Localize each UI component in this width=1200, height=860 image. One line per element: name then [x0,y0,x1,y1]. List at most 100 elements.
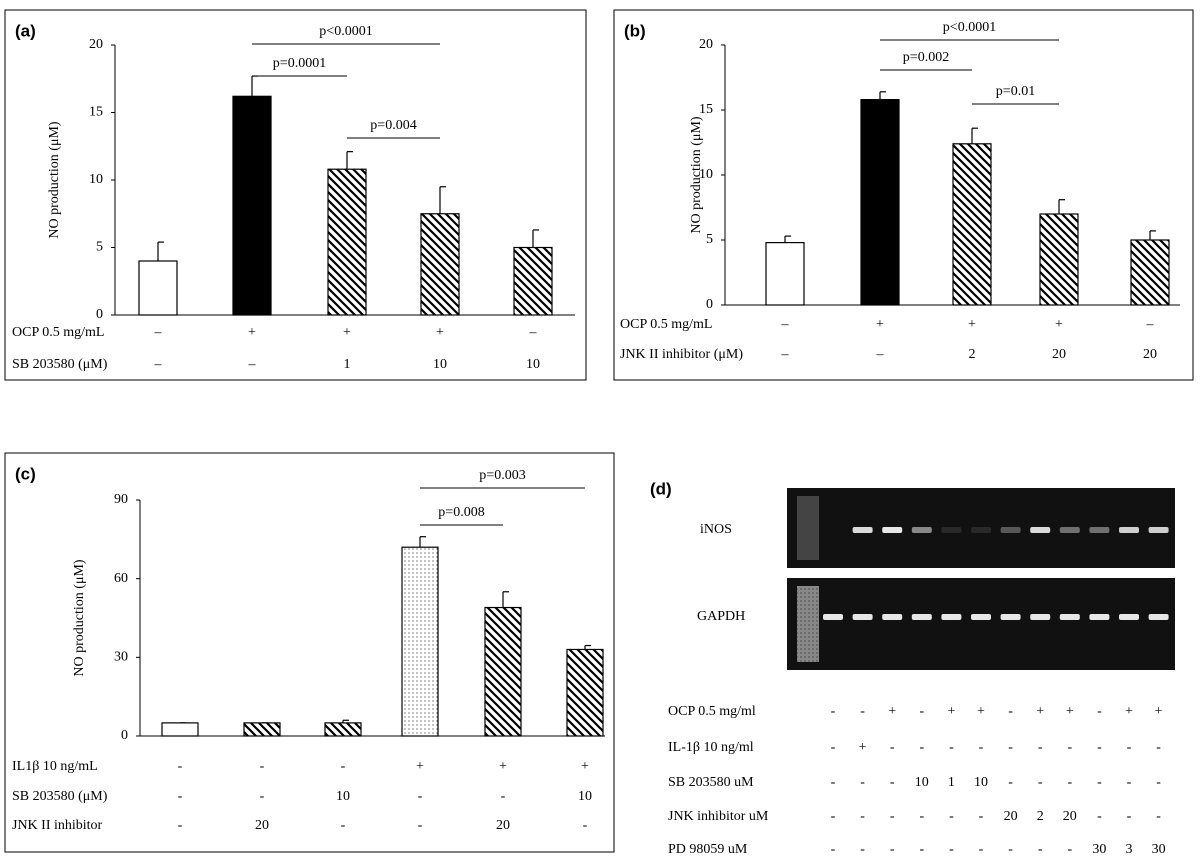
gel-band [823,614,843,620]
y-tick-label: 0 [706,297,713,312]
condition-value: 20 [1063,809,1077,824]
condition-label: IL-1β 10 ng/ml [668,740,754,755]
condition-value: – [781,347,790,362]
condition-value: - [341,818,346,833]
condition-value: + [499,759,507,774]
y-tick-label: 15 [699,102,713,117]
bar [420,213,460,316]
y-tick-label: 20 [89,37,103,52]
condition-value: 10 [526,357,540,372]
condition-value: – [529,325,538,340]
condition-value: + [1155,704,1163,719]
bar [243,722,281,737]
condition-value: - [860,809,865,824]
condition-value: + [1055,317,1063,332]
condition-value: - [1067,775,1072,790]
condition-label: SB 203580 uM [668,775,754,790]
gel-band [1089,614,1110,620]
gel-ladder [797,496,819,560]
bar [1130,239,1170,306]
condition-value: - [919,740,924,755]
condition-label: PD 98059 uM [668,842,748,857]
gel-band [1089,527,1110,533]
condition-value: 10 [974,775,988,790]
significance-label: p<0.0001 [943,20,996,35]
condition-value: + [977,704,985,719]
condition-value: - [890,809,895,824]
condition-value: 20 [1143,347,1157,362]
gel-image [787,578,1175,670]
significance-label: p=0.002 [903,50,949,65]
condition-value: - [1127,775,1132,790]
condition-value: - [418,789,423,804]
condition-value: + [1066,704,1074,719]
y-tick-label: 10 [699,167,713,182]
condition-value: 3 [1126,842,1133,857]
condition-value: - [831,809,836,824]
condition-value: 2 [969,347,976,362]
condition-value: 20 [1052,347,1066,362]
condition-value: - [341,759,346,774]
y-tick-label: 10 [89,172,103,187]
condition-label: JNK II inhibitor (μM) [620,347,743,362]
y-tick-label: 30 [114,650,128,665]
y-tick-label: 0 [96,307,103,322]
condition-value: – [154,357,163,372]
panel-label: (c) [15,464,36,483]
gel-band [882,614,903,620]
y-tick-label: 5 [706,232,713,247]
condition-value: 10 [433,357,447,372]
condition-value: + [1036,704,1044,719]
bar [324,722,362,737]
panel-label: (a) [15,21,36,40]
condition-value: - [949,842,954,857]
bar [232,95,272,316]
condition-value: - [1038,775,1043,790]
condition-value: - [949,809,954,824]
gel-band [911,527,932,533]
condition-value: - [860,842,865,857]
condition-value: + [859,740,867,755]
gel-band [971,527,991,533]
condition-value: - [860,775,865,790]
condition-value: 20 [496,818,510,833]
condition-value: - [1097,775,1102,790]
gel-band [1030,527,1051,533]
condition-value: - [1156,740,1161,755]
condition-value: - [979,740,984,755]
gel-band [1119,527,1139,533]
bar [327,168,367,316]
y-axis-title: NO production (μM) [47,121,62,238]
condition-value: 2 [1037,809,1044,824]
y-tick-label: 0 [121,728,128,743]
panel-label: (d) [650,479,672,498]
gel-band-label: iNOS [700,522,732,537]
bar [401,546,439,737]
condition-value: + [581,759,589,774]
condition-value: – [1146,317,1155,332]
gel-band [1059,614,1080,620]
condition-value: + [888,704,896,719]
condition-value: + [1125,704,1133,719]
condition-value: - [919,704,924,719]
condition-value: + [416,759,424,774]
condition-value: - [949,740,954,755]
gel-band [1148,527,1169,533]
condition-value: - [919,842,924,857]
condition-value: - [831,704,836,719]
gel-band [1000,527,1021,533]
significance-label: p<0.0001 [319,24,372,39]
bar [138,260,178,316]
condition-value: - [860,704,865,719]
condition-value: - [979,842,984,857]
condition-label: IL1β 10 ng/mL [12,759,98,774]
condition-label: SB 203580 (μM) [12,357,108,372]
condition-value: - [1008,775,1013,790]
bar [484,606,522,737]
condition-label: OCP 0.5 mg/mL [620,317,712,332]
condition-value: - [583,818,588,833]
condition-value: - [260,759,265,774]
condition-value: 20 [1004,809,1018,824]
condition-value: – [876,347,885,362]
